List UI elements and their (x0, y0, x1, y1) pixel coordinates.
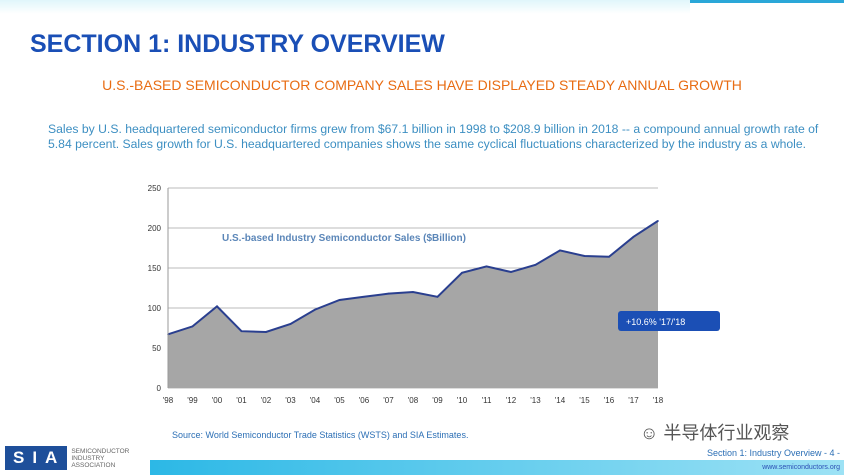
data-point (559, 249, 561, 252)
watermark-text: 半导体行业观察 (663, 423, 790, 443)
data-point (436, 296, 439, 298)
source-note: Source: World Semiconductor Trade Statis… (172, 430, 469, 440)
x-tick-label: '05 (334, 396, 345, 405)
data-point (608, 255, 610, 258)
top-band (0, 0, 690, 14)
x-tick-label: '10 (457, 396, 468, 405)
x-tick-label: '17 (628, 396, 639, 405)
x-tick-label: '18 (653, 396, 664, 405)
y-tick-label: 200 (148, 224, 162, 233)
data-point (265, 331, 267, 333)
x-tick-label: '00 (212, 396, 223, 405)
x-tick-label: '11 (482, 396, 492, 405)
x-tick-label: '98 (163, 396, 174, 405)
annotation-label: +10.6% '17/'18 (626, 317, 685, 327)
data-point (314, 308, 316, 311)
data-point (387, 292, 390, 295)
y-tick-label: 150 (148, 264, 162, 273)
y-tick-label: 0 (157, 384, 162, 393)
data-point (363, 296, 365, 298)
data-point (216, 305, 218, 308)
data-point (338, 299, 341, 301)
data-point (583, 255, 586, 257)
body-text: Sales by U.S. headquartered semiconducto… (48, 122, 819, 151)
top-accent (690, 0, 844, 3)
data-point (412, 291, 414, 293)
x-tick-label: '02 (261, 396, 272, 405)
footer-page: Section 1: Industry Overview - 4 - (706, 448, 840, 458)
data-point (632, 236, 635, 238)
x-tick-label: '16 (604, 396, 615, 405)
page-title: SECTION 1: INDUSTRY OVERVIEW (30, 30, 445, 58)
footer-url: www.semiconductors.org (762, 464, 840, 471)
x-tick-label: '14 (555, 396, 566, 405)
y-tick-label: 100 (148, 304, 162, 313)
annotation-box (618, 311, 720, 331)
logo-line: INDUSTRY (71, 454, 105, 462)
logo-line: SEMICONDUCTOR (71, 447, 130, 455)
watermark: ☺ 半导体行业观察 (640, 423, 789, 444)
logo-abbr: SIA (5, 446, 68, 470)
x-tick-label: '15 (579, 396, 590, 405)
area-fill (168, 220, 658, 388)
logo-line: ASSOCIATION (71, 461, 116, 469)
sia-logo: SIA SEMICONDUCTOR INDUSTRY ASSOCIATION (5, 446, 129, 470)
x-tick-label: '99 (187, 396, 198, 405)
x-tick-label: '08 (408, 396, 419, 405)
x-tick-label: '03 (285, 396, 296, 405)
x-tick-label: '06 (359, 396, 370, 405)
data-point (461, 272, 463, 274)
data-point (240, 330, 243, 333)
x-tick-label: '12 (506, 396, 517, 405)
chart-title: U.S.-based Industry Semiconductor Sales … (222, 233, 466, 244)
data-point (191, 325, 194, 328)
y-tick-label: 50 (152, 344, 161, 353)
data-point (657, 220, 659, 222)
data-point (485, 265, 488, 268)
x-tick-label: '07 (383, 396, 394, 405)
x-tick-label: '01 (236, 396, 247, 405)
bottom-band (150, 460, 844, 475)
x-tick-label: '09 (432, 396, 443, 405)
wechat-icon: ☺ (640, 423, 664, 443)
subtitle: U.S.-BASED SEMICONDUCTOR COMPANY SALES H… (102, 77, 742, 93)
data-point (510, 271, 512, 273)
y-tick-label: 250 (148, 184, 162, 193)
data-point (289, 323, 292, 325)
x-tick-label: '04 (310, 396, 321, 405)
x-tick-label: '13 (530, 396, 541, 405)
data-point (534, 264, 537, 266)
